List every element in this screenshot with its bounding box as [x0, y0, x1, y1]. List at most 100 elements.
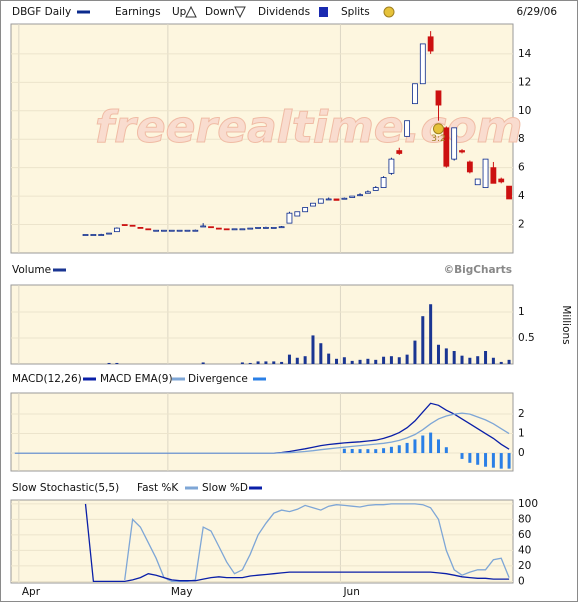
y-tick-label: 2: [518, 408, 525, 420]
legend-label: Fast %K: [137, 482, 179, 494]
divergence-bar: [468, 453, 472, 463]
volume-bar: [107, 362, 111, 364]
candle-body: [153, 229, 160, 232]
volume-bar: [256, 361, 260, 364]
volume-bar: [421, 316, 425, 364]
divergence-bar: [366, 449, 370, 454]
candle-body: [184, 229, 191, 232]
legend-swatch: [77, 10, 90, 14]
candle-body: [427, 36, 434, 52]
divergence-bar: [491, 453, 495, 468]
legend-swatch: [249, 486, 262, 490]
candle-body: [435, 90, 442, 106]
panel-title: Slow Stochastic(5,5): [12, 482, 119, 494]
legend-label: Slow %D: [202, 482, 248, 494]
candle-body: [396, 150, 403, 154]
divergence-bar: [460, 453, 464, 459]
y-tick-label: 1: [518, 428, 525, 440]
candle-body: [349, 195, 356, 198]
candle-body: [215, 227, 222, 230]
legend-label: Earnings: [115, 6, 161, 18]
volume-bar: [374, 359, 378, 364]
y-tick-label: 0: [518, 447, 525, 459]
candle-body: [270, 226, 277, 229]
candle-body: [90, 234, 97, 236]
divergence-bar: [350, 448, 354, 454]
series-line: [14, 412, 510, 454]
divergence-bar: [389, 446, 393, 454]
earnings-up-icon: [185, 5, 197, 18]
volume-bar: [460, 355, 464, 364]
divergence-bar: [429, 432, 433, 454]
candle-body: [341, 197, 348, 200]
volume-bar: [429, 304, 433, 364]
date-label: 6/29/06: [517, 6, 558, 18]
legend-label: Dividends: [258, 6, 310, 18]
candle-body: [145, 228, 152, 231]
y-tick-label: 20: [518, 560, 531, 572]
y-tick-label: 10: [518, 105, 531, 117]
dividend-icon: [319, 7, 328, 17]
panel: [10, 392, 514, 472]
volume-bar: [389, 356, 393, 364]
volume-bar: [240, 362, 244, 364]
legend-label: Divergence: [188, 373, 248, 385]
candle-body: [278, 226, 285, 229]
divergence-bar: [374, 449, 378, 454]
volume-bar: [303, 356, 307, 364]
divergence-bar: [358, 449, 362, 454]
divergence-bar: [382, 448, 386, 454]
volume-bar: [350, 360, 354, 364]
x-tick-label: Apr: [22, 586, 41, 598]
candle-body: [286, 212, 293, 224]
candle-body: [223, 228, 230, 231]
candle-body: [459, 150, 465, 153]
candle-body: [412, 83, 418, 105]
candle-body: [357, 194, 363, 197]
split-marker: [432, 123, 444, 135]
credit: ©BigCharts: [444, 264, 512, 276]
divergence-bar: [405, 442, 409, 454]
volume-bar: [248, 362, 252, 364]
volume-bar: [444, 348, 448, 364]
volume-bar: [319, 343, 323, 364]
candle-body: [247, 227, 254, 230]
x-tick-label: May: [171, 586, 193, 598]
candle-body: [498, 178, 505, 183]
candle-body: [310, 202, 316, 207]
volume-bar: [201, 362, 205, 364]
volume-bar: [335, 358, 339, 364]
candle-body: [192, 229, 199, 232]
volume-bar: [436, 344, 440, 364]
candle-body: [176, 229, 183, 232]
candle-body: [466, 161, 473, 173]
divergence-bar: [444, 447, 448, 454]
volume-bar: [358, 359, 362, 364]
legend-swatch: [53, 268, 66, 272]
y-tick-label: 14: [518, 48, 532, 60]
y-tick-label: 60: [518, 529, 531, 541]
volume-bar: [327, 353, 331, 364]
candle-body: [82, 234, 89, 236]
volume-bar: [295, 357, 299, 364]
y-tick-label: 12: [518, 76, 531, 88]
divergence-bar: [342, 448, 346, 454]
legend-swatch: [83, 377, 96, 381]
candle-body: [294, 211, 301, 217]
volume-bar: [507, 359, 511, 364]
candle-body: [161, 229, 167, 232]
candle-body: [231, 228, 238, 231]
candle-body: [372, 187, 379, 191]
volume-bar: [272, 361, 276, 364]
volume-bar: [287, 354, 291, 364]
split-label: 3:2: [431, 134, 445, 144]
divergence-bar: [499, 453, 503, 469]
panel: [10, 499, 514, 584]
candle-body: [317, 198, 324, 204]
panel-title: Volume: [12, 264, 51, 276]
legend-label: Up: [172, 6, 187, 18]
legend-swatch: [253, 377, 266, 381]
candle-body: [255, 226, 261, 229]
volume-bar: [476, 356, 480, 364]
candle-body: [380, 177, 387, 188]
